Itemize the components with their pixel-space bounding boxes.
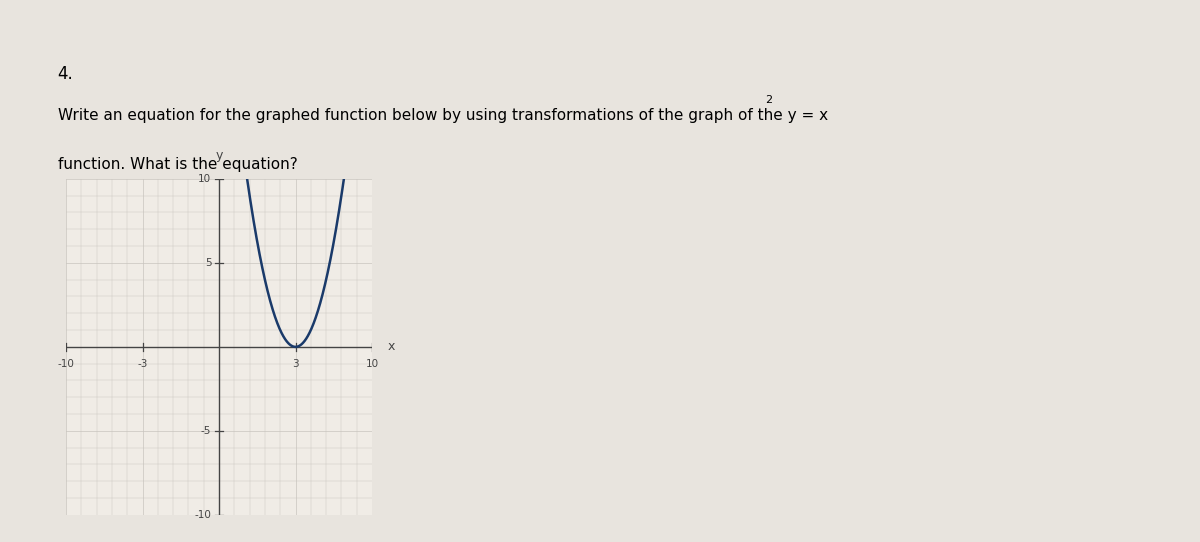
- Text: Write an equation for the graphed function below by using transformations of the: Write an equation for the graphed functi…: [58, 108, 828, 124]
- Text: 10: 10: [366, 359, 378, 369]
- Text: -5: -5: [200, 426, 211, 436]
- Text: function. What is the equation?: function. What is the equation?: [58, 157, 298, 172]
- Text: 4.: 4.: [58, 65, 73, 83]
- Text: -10: -10: [58, 359, 74, 369]
- Text: 10: 10: [198, 174, 211, 184]
- Text: -3: -3: [137, 359, 148, 369]
- Text: -10: -10: [194, 510, 211, 520]
- Text: 3: 3: [292, 359, 299, 369]
- Text: x: x: [388, 340, 395, 353]
- Text: 5: 5: [205, 258, 211, 268]
- Text: 2: 2: [766, 95, 773, 105]
- Text: y: y: [215, 149, 223, 162]
